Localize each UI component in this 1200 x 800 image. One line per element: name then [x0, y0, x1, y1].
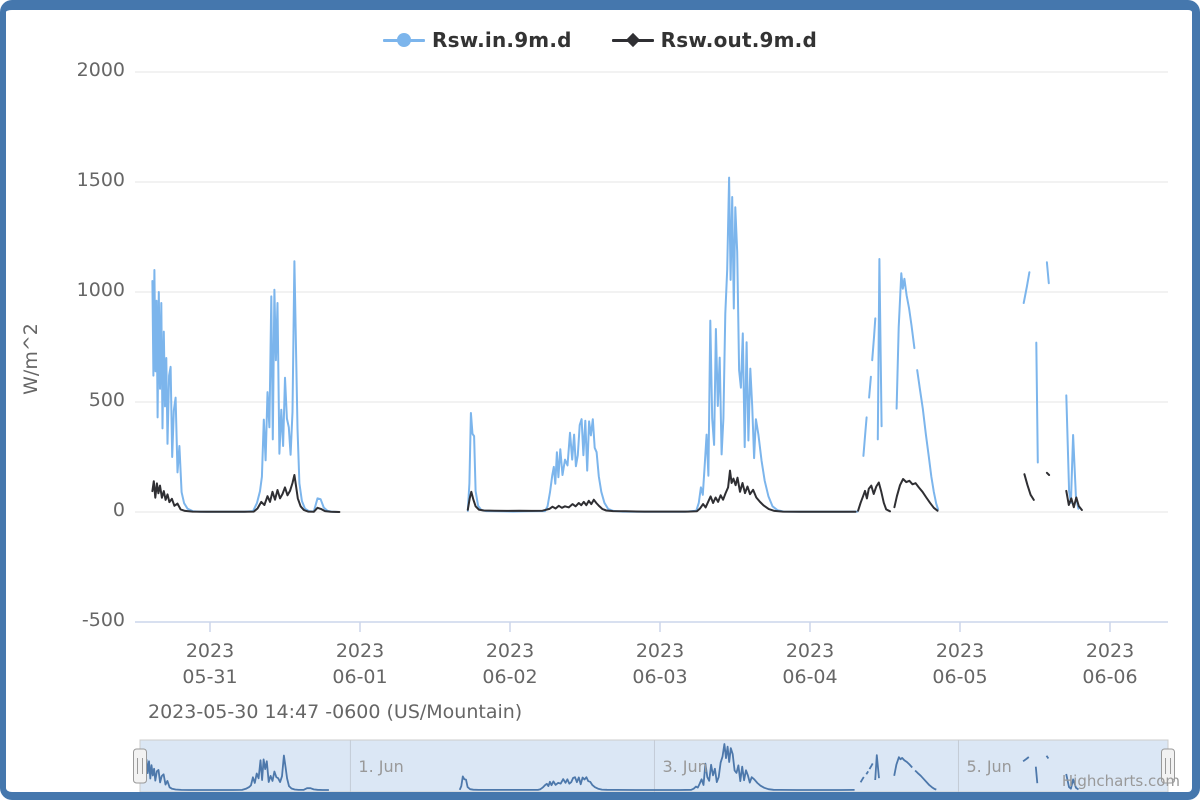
- legend-item-rsw-out[interactable]: Rsw.out.9m.d: [611, 28, 817, 52]
- y-axis-label: 0: [112, 499, 125, 521]
- diamond-marker-icon: [611, 29, 654, 51]
- navigator-handle-left[interactable]: [133, 748, 147, 784]
- navigator-axis-label: 1. Jun: [358, 757, 404, 776]
- x-axis-label: 2023 05-31: [182, 640, 238, 688]
- x-axis-label: 2023 06-04: [782, 640, 838, 688]
- y-gridlines: [135, 71, 1168, 623]
- x-axis: [135, 621, 1168, 632]
- y-axis-label: 500: [88, 389, 125, 411]
- x-axis-label: 2023 06-05: [932, 640, 988, 688]
- navigator-axis-label: 3. Jun: [662, 757, 708, 776]
- series-lines: [151, 176, 1083, 513]
- legend-label-rsw-in: Rsw.in.9m.d: [432, 28, 572, 52]
- y-axis-label: 1000: [76, 279, 125, 301]
- navigator-series-line: [139, 743, 1080, 791]
- y-axis-label: -500: [81, 609, 125, 631]
- circle-marker-icon: [383, 29, 425, 51]
- x-axis-label: 2023 06-02: [482, 640, 538, 688]
- x-axis-label: 2023 06-01: [332, 640, 388, 688]
- y-axis-label: 1500: [76, 169, 125, 191]
- navigator-handle-right[interactable]: [1161, 748, 1175, 784]
- series-line-rsw-out[interactable]: [151, 469, 1083, 513]
- y-axis-label: 2000: [76, 59, 125, 81]
- legend: Rsw.in.9m.d Rsw.out.9m.d: [0, 28, 1200, 52]
- navigator-axis-label: 5. Jun: [966, 757, 1012, 776]
- series-line-rsw-in[interactable]: [151, 176, 1080, 513]
- time-range-label: 2023-05-30 14:47 -0600 (US/Mountain): [148, 701, 523, 723]
- legend-label-rsw-out: Rsw.out.9m.d: [660, 28, 817, 52]
- legend-item-rsw-in[interactable]: Rsw.in.9m.d: [383, 28, 572, 52]
- highcharts-credit[interactable]: Highcharts.com: [1061, 772, 1180, 790]
- x-axis-label: 2023 06-06: [1082, 640, 1138, 688]
- navigator: [133, 739, 1175, 793]
- x-axis-label: 2023 06-03: [632, 640, 688, 688]
